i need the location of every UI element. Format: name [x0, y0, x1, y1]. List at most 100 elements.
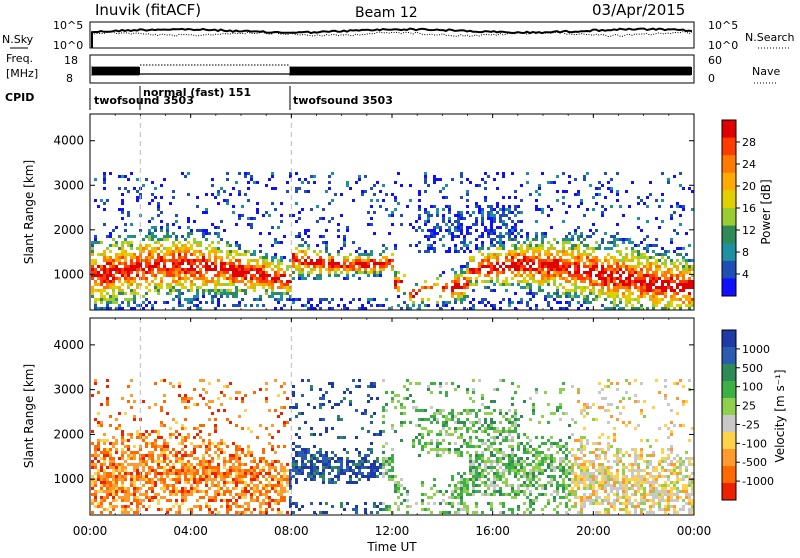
- heatmap-cell: [574, 262, 577, 265]
- heatmap-cell: [322, 262, 325, 265]
- heatmap-cell: [106, 271, 109, 274]
- heatmap-cell: [226, 508, 229, 511]
- heatmap-cell: [520, 250, 523, 253]
- heatmap-cell: [106, 277, 109, 280]
- heatmap-cell: [478, 250, 481, 253]
- heatmap-cell: [97, 391, 100, 394]
- heatmap-cell: [673, 298, 676, 301]
- heatmap-cell: [529, 265, 532, 268]
- heatmap-cell: [331, 505, 334, 508]
- heatmap-cell: [511, 244, 514, 247]
- heatmap-cell: [451, 496, 454, 499]
- heatmap-cell: [280, 478, 283, 481]
- heatmap-cell: [616, 172, 619, 175]
- heatmap-cell: [664, 286, 667, 289]
- heatmap-cell: [664, 265, 667, 268]
- heatmap-cell: [268, 484, 271, 487]
- heatmap-cell: [520, 220, 523, 223]
- heatmap-cell: [466, 388, 469, 391]
- heatmap-cell: [325, 250, 328, 253]
- heatmap-cell: [277, 478, 280, 481]
- heatmap-cell: [385, 265, 388, 268]
- heatmap-cell: [124, 475, 127, 478]
- heatmap-cell: [364, 412, 367, 415]
- heatmap-cell: [355, 505, 358, 508]
- heatmap-cell: [127, 178, 130, 181]
- heatmap-cell: [553, 265, 556, 268]
- heatmap-cell: [448, 205, 451, 208]
- heatmap-cell: [469, 280, 472, 283]
- heatmap-cell: [124, 229, 127, 232]
- heatmap-cell: [136, 436, 139, 439]
- heatmap-cell: [304, 250, 307, 253]
- heatmap-cell: [115, 259, 118, 262]
- heatmap-cell: [373, 385, 376, 388]
- heatmap-cell: [469, 421, 472, 424]
- heatmap-cell: [157, 502, 160, 505]
- heatmap-cell: [160, 256, 163, 259]
- heatmap-cell: [676, 265, 679, 268]
- heatmap-cell: [583, 271, 586, 274]
- heatmap-cell: [121, 292, 124, 295]
- heatmap-cell: [151, 466, 154, 469]
- heatmap-cell: [136, 508, 139, 511]
- heatmap-cell: [232, 295, 235, 298]
- heatmap-cell: [229, 274, 232, 277]
- heatmap-cell: [562, 172, 565, 175]
- heatmap-cell: [394, 181, 397, 184]
- heatmap-cell: [259, 457, 262, 460]
- heatmap-cell: [94, 493, 97, 496]
- heatmap-cell: [298, 412, 301, 415]
- heatmap-cell: [247, 448, 250, 451]
- heatmap-cell: [319, 406, 322, 409]
- heatmap-cell: [280, 412, 283, 415]
- heatmap-cell: [292, 448, 295, 451]
- heatmap-cell: [163, 442, 166, 445]
- heatmap-cell: [121, 463, 124, 466]
- heatmap-cell: [313, 469, 316, 472]
- heatmap-cell: [109, 265, 112, 268]
- heatmap-cell: [334, 271, 337, 274]
- heatmap-cell: [193, 238, 196, 241]
- heatmap-cell: [190, 484, 193, 487]
- heatmap-cell: [181, 448, 184, 451]
- heatmap-cell: [178, 259, 181, 262]
- heatmap-cell: [568, 262, 571, 265]
- heatmap-cell: [490, 232, 493, 235]
- heatmap-cell: [535, 292, 538, 295]
- heatmap-cell: [493, 244, 496, 247]
- heatmap-cell: [487, 247, 490, 250]
- heatmap-cell: [226, 385, 229, 388]
- heatmap-cell: [253, 259, 256, 262]
- heatmap-cell: [220, 478, 223, 481]
- heatmap-cell: [652, 271, 655, 274]
- heatmap-cell: [547, 256, 550, 259]
- heatmap-cell: [589, 253, 592, 256]
- heatmap-cell: [340, 505, 343, 508]
- heatmap-cell: [295, 460, 298, 463]
- heatmap-cell: [379, 274, 382, 277]
- heatmap-cell: [259, 265, 262, 268]
- heatmap-cell: [487, 280, 490, 283]
- heatmap-cell: [271, 463, 274, 466]
- heatmap-cell: [547, 280, 550, 283]
- heatmap-cell: [100, 478, 103, 481]
- heatmap-cell: [385, 442, 388, 445]
- heatmap-cell: [469, 397, 472, 400]
- heatmap-cell: [550, 277, 553, 280]
- heatmap-cell: [106, 235, 109, 238]
- heatmap-cell: [292, 385, 295, 388]
- heatmap-cell: [244, 481, 247, 484]
- heatmap-cell: [505, 259, 508, 262]
- heatmap-cell: [505, 226, 508, 229]
- heatmap-cell: [268, 463, 271, 466]
- heatmap-cell: [646, 286, 649, 289]
- heatmap-cell: [418, 214, 421, 217]
- heatmap-cell: [118, 466, 121, 469]
- heatmap-cell: [100, 301, 103, 304]
- heatmap-cell: [271, 286, 274, 289]
- heatmap-cell: [103, 178, 106, 181]
- heatmap-cell: [145, 271, 148, 274]
- heatmap-cell: [253, 253, 256, 256]
- heatmap-cell: [460, 286, 463, 289]
